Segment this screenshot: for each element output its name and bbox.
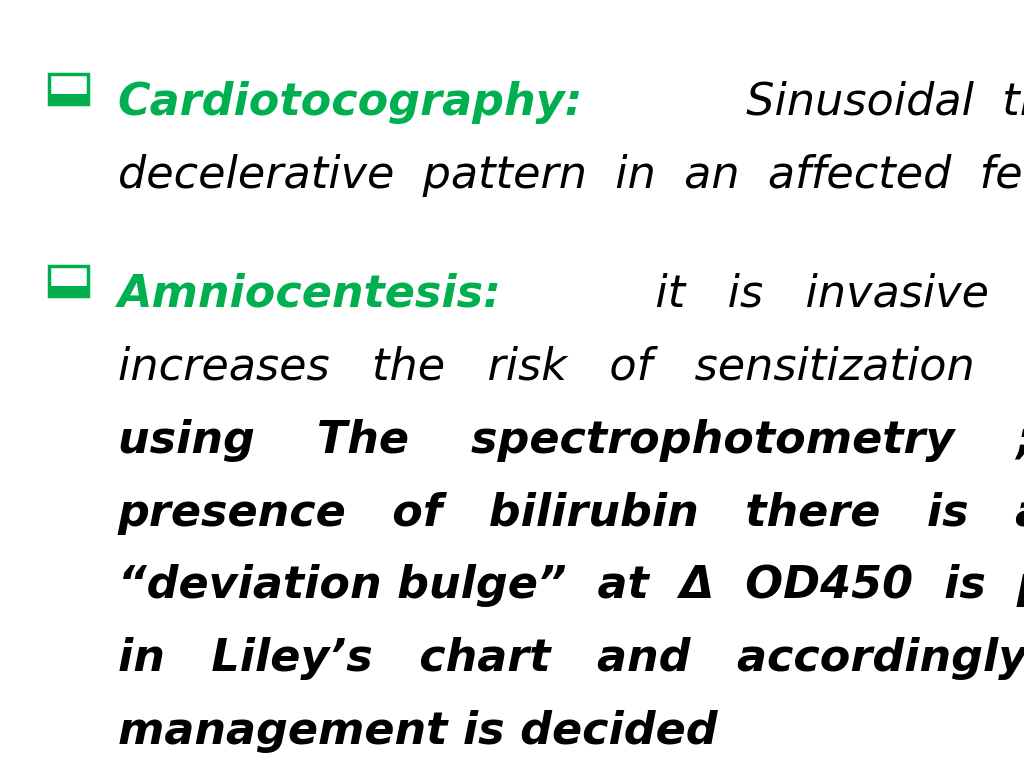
Text: Amniocentesis:: Amniocentesis:	[118, 273, 502, 316]
FancyBboxPatch shape	[49, 94, 88, 104]
FancyBboxPatch shape	[49, 286, 88, 296]
Text: “deviation bulge”  at  Δ  OD450  is  plotted: “deviation bulge” at Δ OD450 is plotted	[118, 564, 1024, 607]
FancyBboxPatch shape	[49, 266, 88, 296]
Text: it   is   invasive   and: it is invasive and	[613, 273, 1024, 316]
Text: presence   of   bilirubin   there   is   a: presence of bilirubin there is a	[118, 492, 1024, 535]
Text: using    The    spectrophotometry    ;In: using The spectrophotometry ;In	[118, 419, 1024, 462]
Text: Sinusoidal  trace  and: Sinusoidal trace and	[718, 81, 1024, 124]
Text: increases   the   risk   of   sensitization: increases the risk of sensitization	[118, 346, 975, 389]
Text: Cardiotocography:: Cardiotocography:	[118, 81, 583, 124]
FancyBboxPatch shape	[49, 74, 88, 104]
Text: decelerative  pattern  in  an  affected  fetus.: decelerative pattern in an affected fetu…	[118, 154, 1024, 197]
Text: in   Liley’s   chart   and   accordingly   the: in Liley’s chart and accordingly the	[118, 637, 1024, 680]
Text: management is decided: management is decided	[118, 710, 718, 753]
